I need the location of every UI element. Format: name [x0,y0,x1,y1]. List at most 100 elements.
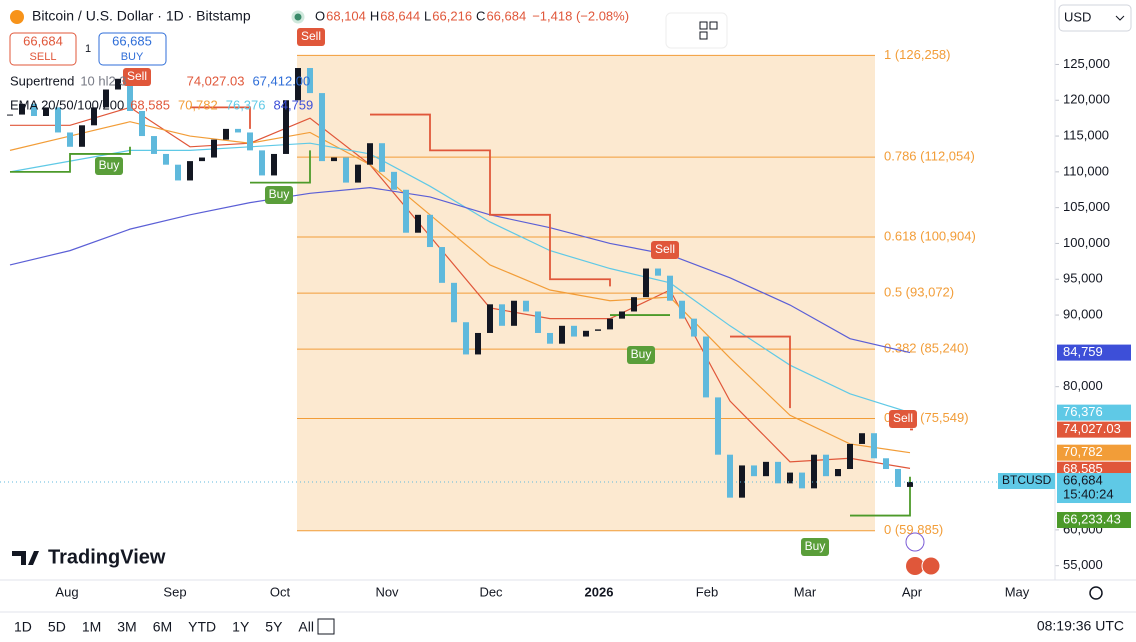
sell-button[interactable] [9,32,77,66]
ohlc-value: 66,216 [432,8,472,23]
indicator-value: 68,585 [130,97,170,112]
floating-toolbar[interactable] [665,12,728,49]
timeframe-button[interactable]: 1M [82,619,101,635]
supertrend-line [10,146,131,173]
clock: 08:19:36 UTC [1037,618,1124,634]
supertrend-line [250,150,311,184]
timeframe-button[interactable]: 5Y [265,619,283,635]
candle [295,68,301,101]
fib-label: 0.5 (93,072) [884,285,954,300]
candle [283,100,289,154]
timeframe-button[interactable]: 1D [14,619,32,635]
timeframe-button[interactable]: 5D [48,619,66,635]
candle [331,157,337,162]
candle [619,311,625,319]
timeframe-button[interactable]: 1Y [232,619,250,635]
ohlc-key: L [424,8,431,23]
candle [151,136,157,154]
timeframe-button[interactable]: 6M [153,619,172,635]
candle [679,300,685,319]
candle [475,332,481,355]
buy-price: 66,685 [112,33,152,48]
logo: TradingView [48,546,166,568]
flag-icon [921,556,941,576]
indicator-value: 84,759 [274,97,314,112]
candle [811,454,817,489]
signal-badge [95,157,123,175]
x-tick-label: May [1005,584,1030,599]
price-label-bg [1057,404,1131,421]
candle [655,268,661,276]
candle [859,433,865,444]
candle [523,300,529,312]
x-tick-label: Apr [902,584,923,599]
y-tick-label: 110,000 [1063,163,1109,178]
price-label: 68,585 [1063,461,1103,476]
signal-label: Sell [127,69,147,83]
indicator-value: 74,027.03 [187,73,245,88]
currency-select[interactable] [1058,4,1132,32]
candle [235,128,241,133]
candle [883,458,889,470]
candle [259,150,265,176]
date-range-icon[interactable] [317,618,335,635]
candle [127,78,133,111]
y-tick-label: 115,000 [1063,127,1109,142]
y-tick-label: 100,000 [1063,235,1110,250]
logo-mark [12,551,39,565]
ohlc-key: O [315,8,325,23]
y-tick-label: 80,000 [1063,378,1103,393]
dropdown-arrow [1115,15,1125,21]
layout-icon [699,31,708,40]
buy-button[interactable] [98,32,167,66]
ohlc-value: 68,104 [326,8,366,23]
signal-label: Buy [631,347,652,361]
candle [355,164,361,183]
fib-label: 0.786 (112,054) [884,149,975,164]
candle [535,311,541,333]
symbol-tag: BTCUSD [1002,473,1052,487]
candle [547,332,553,344]
indicator-value: 76,376 [226,97,266,112]
candle [379,143,385,172]
candle [343,157,349,183]
candle [703,336,709,398]
candle [823,454,829,477]
candle [751,465,757,477]
timeframe-button[interactable]: YTD [188,619,216,635]
candle [775,461,781,484]
last-price-bg [1057,473,1131,504]
y-tick-label: 90,000 [1063,306,1103,321]
bitcoin-icon [10,10,24,24]
signal-badge [265,186,293,204]
signal-badge [627,346,655,364]
ema-line [9,142,911,414]
last-price: 66,684 [1063,472,1103,487]
x-tick-label: Dec [479,584,503,599]
market-status [291,10,305,24]
fib-label: 0.618 (100,904) [884,228,976,243]
supertrend-line [190,106,251,129]
candle [799,472,805,489]
candle [223,128,229,140]
candle [595,329,601,331]
candle [7,114,13,116]
ohlc-value: 68,644 [380,8,420,23]
candle [391,171,397,190]
candle [67,132,73,147]
candle [835,469,841,477]
price-label-bg [1057,421,1131,438]
candle [907,482,913,487]
signal-badge [297,28,325,46]
supertrend-line [730,335,791,409]
candle [415,214,421,233]
indicator-name: Supertrend [10,73,74,88]
timeframe-button[interactable]: 3M [117,619,136,635]
candle [43,107,49,116]
currency[interactable]: USD [1064,9,1091,24]
settings-icon[interactable] [1089,586,1103,600]
signal-label: Sell [655,242,675,256]
timeframe-button[interactable]: All [298,619,314,635]
candle [727,454,733,498]
